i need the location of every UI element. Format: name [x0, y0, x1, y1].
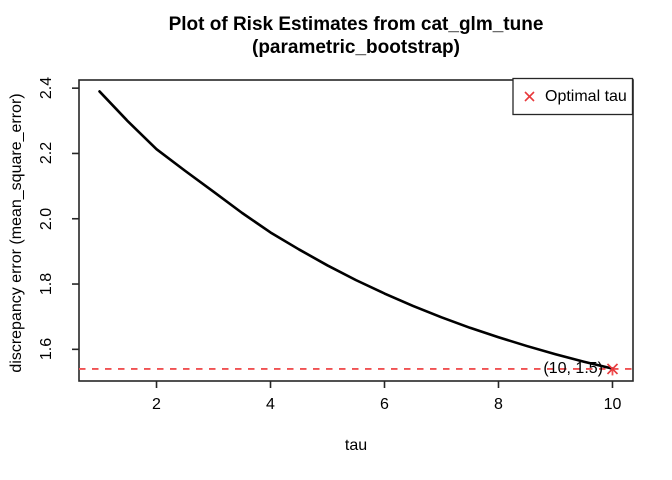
y-tick-label: 1.8	[38, 272, 55, 296]
risk-curve-line	[98, 90, 614, 370]
x-axis-label: tau	[344, 437, 368, 454]
y-axis-label: discrepancy error (mean_square_error)	[8, 93, 25, 373]
legend-box	[512, 77, 634, 116]
risk-curve	[98, 90, 614, 370]
axis-ticks	[72, 87, 614, 388]
x-tick-label: 10	[603, 396, 622, 413]
y-tick-label: 1.6	[38, 338, 55, 361]
x-tick-label: 2	[152, 396, 161, 413]
x-tick-label: 4	[266, 396, 275, 413]
optimal-point-annotation: (10, 1.5)	[543, 360, 603, 377]
optimal-point-cross-icon	[606, 363, 619, 375]
plot-title: Plot of Risk Estimates from cat_glm_tune…	[79, 13, 633, 59]
y-tick-label: 2.0	[38, 207, 55, 230]
x-tick-label: 8	[494, 396, 503, 413]
legend-entry-label: Optimal tau	[545, 88, 627, 105]
legend-frame	[512, 77, 634, 116]
plot-border	[78, 79, 634, 382]
y-tick-label: 2.4	[38, 77, 55, 100]
legend-cross-icon	[524, 91, 535, 102]
plot-title-line2: (parametric_bootstrap)	[252, 37, 460, 58]
plot-box	[78, 79, 634, 382]
optimal-point-marker	[606, 363, 619, 375]
reference-lines	[79, 368, 633, 381]
x-tick-label: 6	[380, 396, 389, 413]
y-tick-label: 2.2	[38, 142, 55, 165]
plot-title-line1: Plot of Risk Estimates from cat_glm_tune	[168, 14, 544, 35]
